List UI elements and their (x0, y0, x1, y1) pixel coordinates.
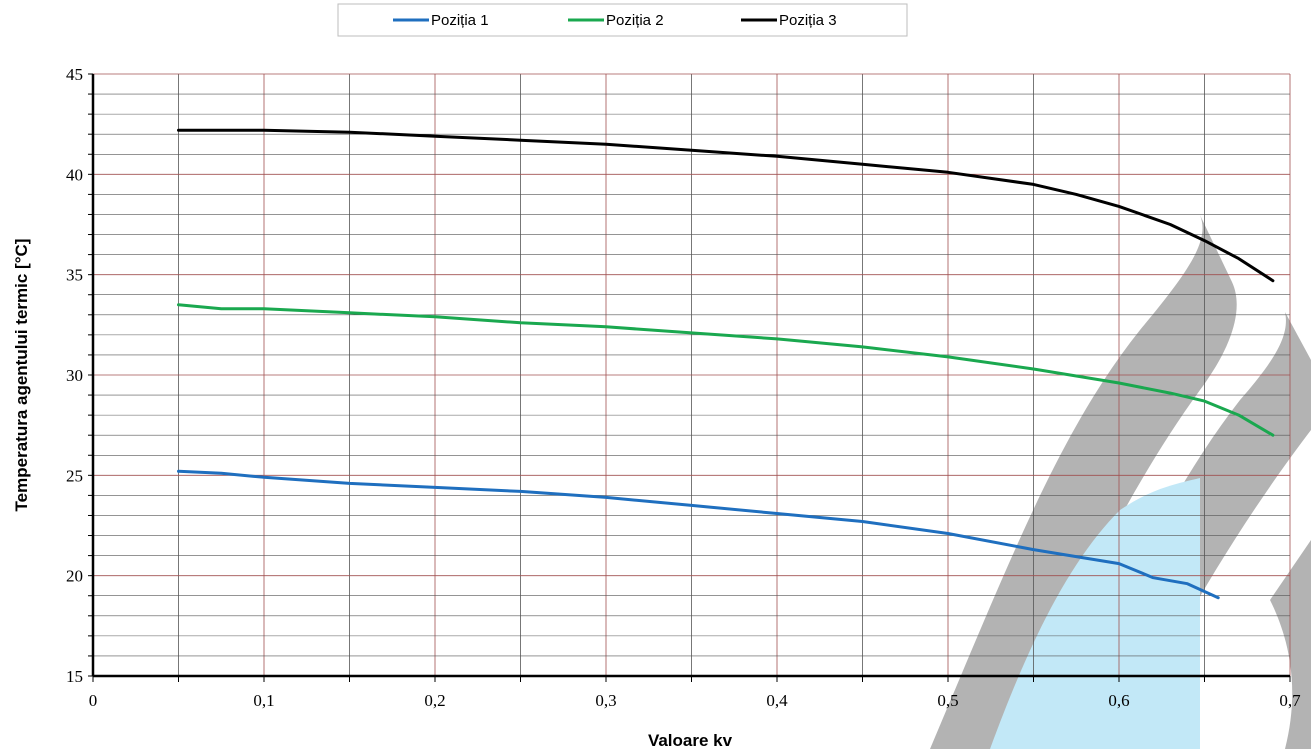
y-axis-title: Temperatura agentului termic [°C] (12, 239, 31, 512)
grid-lines (92, 73, 1291, 677)
x-axis-title: Valoare kv (648, 731, 733, 749)
y-tick-label: 15 (66, 667, 83, 686)
legend-label-2: Poziția 2 (606, 12, 664, 29)
x-tick-label: 0,5 (937, 691, 958, 710)
watermark-swoosh-3 (1270, 540, 1311, 749)
x-tick-label: 0,2 (424, 691, 445, 710)
series-line-2 (177, 303, 1275, 437)
x-tick-label: 0,3 (595, 691, 616, 710)
x-tick-label: 0,1 (253, 691, 274, 710)
y-tick-label: 40 (66, 165, 83, 184)
watermark-swoosh-4 (990, 478, 1200, 749)
series-line-3 (177, 128, 1275, 283)
y-tick-label: 25 (66, 466, 83, 485)
tick-labels: 0 0,1 0,2 0,3 0,4 0,5 0,6 0,7 15 20 25 30 35 40 45 (66, 65, 1301, 710)
series-lines (177, 128, 1275, 600)
x-tick-label: 0,6 (1108, 691, 1129, 710)
legend-label-1: Poziția 1 (431, 12, 489, 29)
axes (88, 73, 1291, 682)
y-tick-label: 30 (66, 366, 83, 385)
watermark-logo (930, 215, 1311, 749)
y-tick-label: 35 (66, 266, 83, 285)
legend: Poziția 1 Poziția 2 Poziția 3 (337, 3, 908, 37)
y-tick-label: 45 (66, 65, 83, 84)
x-tick-label: 0,4 (766, 691, 788, 710)
x-tick-label: 0,7 (1279, 691, 1301, 710)
legend-box (337, 3, 908, 37)
series-line-1 (177, 469, 1220, 600)
y-tick-label: 20 (66, 567, 83, 586)
x-tick-label: 0 (89, 691, 98, 710)
legend-label-3: Poziția 3 (779, 12, 837, 29)
